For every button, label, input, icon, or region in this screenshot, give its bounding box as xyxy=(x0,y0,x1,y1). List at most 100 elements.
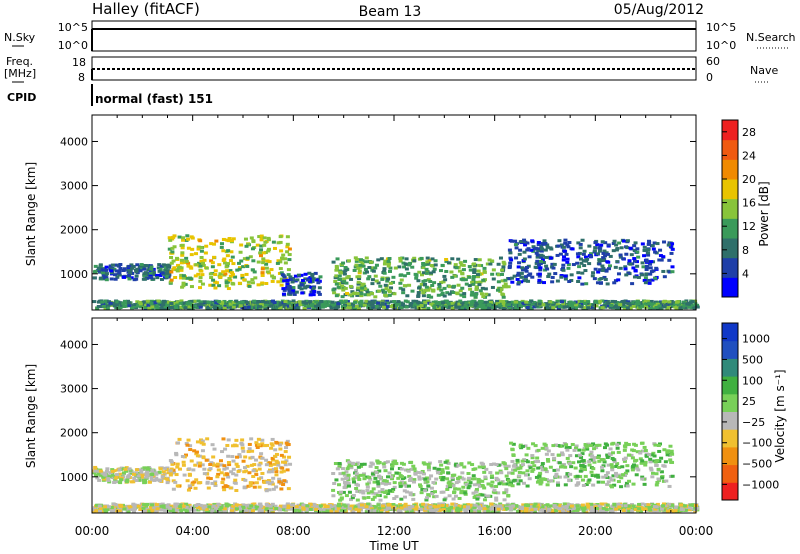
power-echo-cell xyxy=(314,278,319,282)
power-echo-cell xyxy=(104,265,109,269)
power-echo-cell xyxy=(575,252,580,256)
power-echo-cell xyxy=(648,266,653,270)
velocity-echo-cell xyxy=(344,477,349,481)
velocity-echo-cell xyxy=(272,462,277,466)
nsky-frame xyxy=(91,20,697,52)
velocity-echo-cell xyxy=(231,467,236,471)
power-echo-cell xyxy=(471,293,476,297)
velocity-echo-cell xyxy=(210,443,215,447)
power-echo-cell xyxy=(534,304,539,308)
velocity-echo-cell xyxy=(639,461,644,465)
velocity-echo-cell xyxy=(625,443,630,447)
velocity-echo-cell xyxy=(482,470,487,474)
power-echo-cell xyxy=(230,255,235,259)
power-echo-cell xyxy=(646,248,651,252)
power-echo-cell xyxy=(218,275,223,279)
power-echo-cell xyxy=(423,282,428,286)
velocity-echo-cell xyxy=(140,473,145,477)
power-echo-cell xyxy=(576,241,581,245)
power-echo-cell xyxy=(548,256,553,260)
power-echo-cell xyxy=(181,301,186,305)
velocity-echo-cell xyxy=(431,481,436,485)
power-echo-cell xyxy=(174,268,179,272)
velocity-echo-cell xyxy=(591,458,596,462)
power-echo-cell xyxy=(643,281,648,285)
power-echo-cell xyxy=(495,288,500,292)
power-echo-cell xyxy=(615,260,620,264)
power-echo-cell xyxy=(556,244,561,248)
velocity-echo-cell xyxy=(180,454,185,458)
velocity-echo-cell xyxy=(617,465,622,469)
power-echo-cell xyxy=(416,293,421,297)
power-echo-cell xyxy=(202,300,207,304)
velocity-echo-cell xyxy=(383,490,388,494)
power-echo-cell xyxy=(396,300,401,304)
power-echo-cell xyxy=(365,288,370,292)
velocity-echo-cell xyxy=(653,443,658,447)
velocity-echo-cell xyxy=(504,488,509,492)
power-echo-cell xyxy=(271,275,276,279)
power-echo-cell xyxy=(544,255,549,259)
velocity-echo-cell xyxy=(610,451,615,455)
velocity-echo-cell xyxy=(365,507,370,511)
freq-label-line1: Freq. xyxy=(6,55,33,68)
velocity-echo-cell xyxy=(526,446,531,450)
velocity-echo-cell xyxy=(398,484,403,488)
power-echo-cell xyxy=(168,280,173,284)
power-echo-cell xyxy=(385,301,390,305)
power-echo-cell xyxy=(399,273,404,277)
velocity-echo-cell xyxy=(450,477,455,481)
velocity-echo-cell xyxy=(279,487,284,491)
power-echo-cell xyxy=(472,268,477,272)
power-echo-cell xyxy=(217,284,222,288)
velocity-echo-cell xyxy=(148,505,153,509)
power-echo-cell xyxy=(310,304,315,308)
velocity-echo-cell xyxy=(502,498,507,502)
velocity-echo-cell xyxy=(124,505,129,509)
velocity-echo-cell xyxy=(117,472,122,476)
power-echo-cell xyxy=(467,301,472,305)
power-ytick-label: 2000 xyxy=(60,224,88,237)
velocity-echo-cell xyxy=(575,474,580,478)
velocity-echo-cell xyxy=(334,478,339,482)
velocity-echo-cell xyxy=(394,495,399,499)
power-echo-cell xyxy=(345,291,350,295)
power-echo-cell xyxy=(545,267,550,271)
power-echo-cell xyxy=(504,301,509,305)
power-echo-cell xyxy=(338,270,343,274)
power-echo-cell xyxy=(474,288,479,292)
power-echo-cell xyxy=(432,306,437,310)
power-echo-cell xyxy=(219,300,224,304)
velocity-echo-cell xyxy=(378,498,383,502)
velocity-echo-cell xyxy=(630,468,635,472)
velocity-echo-cell xyxy=(174,453,179,457)
velocity-echo-cell xyxy=(392,462,397,466)
power-echo-cell xyxy=(317,306,322,310)
power-echo-cell xyxy=(506,300,511,304)
nsearch-tick-top: 10^5 xyxy=(706,21,736,34)
power-echo-cell xyxy=(666,243,671,247)
velocity-echo-cell xyxy=(188,448,193,452)
power-echo-cell xyxy=(104,272,109,276)
power-echo-cell xyxy=(546,275,551,279)
power-echo-cell xyxy=(442,286,447,290)
velocity-echo-cell xyxy=(376,482,381,486)
velocity-echo-cell xyxy=(538,478,543,482)
velocity-echo-cell xyxy=(243,455,248,459)
power-echo-cell xyxy=(194,304,199,308)
velocity-echo-cell xyxy=(216,502,221,506)
velocity-echo-cell xyxy=(271,458,276,462)
power-echo-cell xyxy=(468,268,473,272)
velocity-echo-cell xyxy=(510,484,515,488)
power-echo-cell xyxy=(529,248,534,252)
power-echo-cell xyxy=(240,306,245,310)
velocity-echo-cell xyxy=(279,441,284,445)
velocity-echo-cell xyxy=(440,478,445,482)
velocity-echo-cell xyxy=(269,480,274,484)
power-echo-cell xyxy=(224,281,229,285)
velocity-echo-cell xyxy=(436,471,441,475)
power-echo-cell xyxy=(144,273,149,277)
velocity-echo-cell xyxy=(187,472,192,476)
power-echo-cell xyxy=(343,265,348,269)
velocity-echo-cell xyxy=(365,485,370,489)
